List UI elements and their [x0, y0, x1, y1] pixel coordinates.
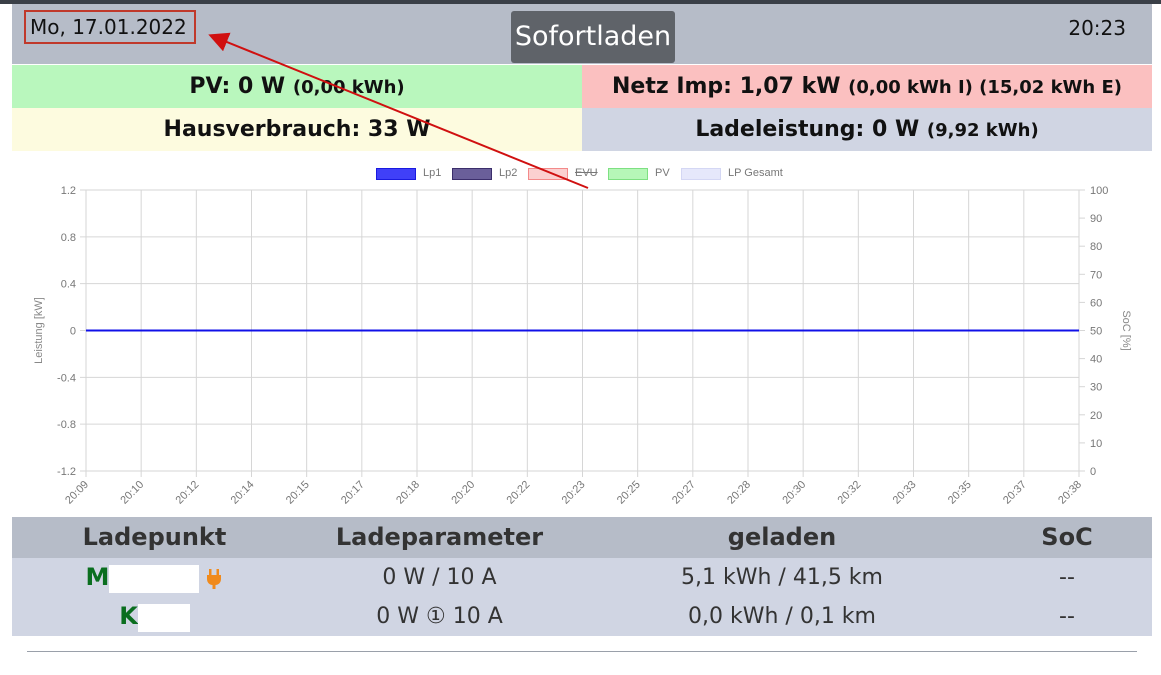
legend-label-evu: EVU [575, 167, 598, 179]
geladen-cell: 5,1 kWh / 41,5 km [681, 565, 883, 590]
y-tick-label: 0.8 [61, 232, 76, 244]
y2-tick-label: 30 [1090, 382, 1102, 394]
y2-tick-label: 100 [1090, 185, 1108, 197]
header-soc: SoC [1041, 523, 1093, 551]
y-tick-label: 1.2 [61, 185, 76, 197]
hausverbrauch-cell: Hausverbrauch: 33 W [12, 108, 582, 151]
y2-axis-title: SoC [%] [1120, 310, 1132, 350]
date-display: Mo, 17.01.2022 [24, 10, 196, 44]
ladeparameter-cell[interactable]: 0 W / 10 A [382, 565, 497, 590]
x-tick-label: 20:20 [449, 479, 477, 507]
x-tick-label: 20:22 [505, 479, 533, 507]
x-tick-label: 20:30 [780, 479, 808, 507]
x-tick-label: 20:15 [284, 479, 312, 507]
x-tick-label: 20:14 [229, 479, 257, 507]
ladepunkt-table: Ladepunkt Ladeparameter geladen SoC M 0 … [12, 517, 1152, 636]
ladepunkt-name[interactable]: M [85, 563, 110, 591]
x-tick-label: 20:35 [946, 479, 974, 507]
header-ladepunkt: Ladepunkt [82, 523, 227, 551]
legend-label-lp1: Lp1 [423, 167, 442, 179]
geladen-cell: 0,0 kWh / 0,1 km [688, 604, 876, 629]
netz-label: Netz Imp: 1,07 kW [612, 74, 841, 99]
power-chart: 1.20.80.40-0.4-0.8-1.2100908070605040302… [33, 185, 1132, 507]
soc-cell: -- [1059, 604, 1075, 629]
y-tick-label: -0.4 [57, 372, 76, 384]
summary-row-2: Hausverbrauch: 33 W Ladeleistung: 0 W (9… [12, 108, 1152, 151]
legend-swatch-lp2 [452, 168, 492, 180]
ladepunkt-name[interactable]: K [119, 602, 138, 630]
pv-label: PV: 0 W [189, 74, 286, 99]
ladeleistung-label: Ladeleistung: 0 W [695, 117, 920, 142]
x-tick-label: 20:09 [63, 479, 91, 507]
legend-swatch-evu [528, 168, 568, 180]
legend-swatch-pv [608, 168, 648, 180]
ladeparameter-cell[interactable]: 0 W ① 10 A [376, 604, 503, 629]
x-tick-label: 20:27 [670, 479, 698, 507]
table-row[interactable]: K 0 W ① 10 A 0,0 kWh / 0,1 km -- [12, 597, 1152, 636]
pv-cell: PV: 0 W (0,00 kWh) [12, 65, 582, 108]
y2-tick-label: 10 [1090, 438, 1102, 450]
ladepunkt-name-cell[interactable]: K [12, 597, 297, 636]
y2-tick-label: 70 [1090, 269, 1102, 281]
ladeleistung-detail: (9,92 kWh) [926, 120, 1039, 141]
x-tick-label: 20:28 [725, 479, 753, 507]
legend-label-lp2: Lp2 [499, 167, 518, 179]
legend-label-lp-gesamt: LP Gesamt [728, 167, 783, 179]
y2-tick-label: 20 [1090, 410, 1102, 422]
y2-tick-label: 0 [1090, 466, 1096, 478]
y-tick-label: -0.8 [57, 419, 76, 431]
netz-detail: (0,00 kWh I) (15,02 kWh E) [848, 77, 1122, 98]
x-tick-label: 20:17 [339, 479, 367, 507]
header-geladen: geladen [727, 523, 837, 551]
clock-display: 20:23 [1068, 16, 1126, 40]
sofortladen-button[interactable]: Sofortladen [511, 11, 675, 63]
legend-swatch-lp1 [376, 168, 416, 180]
y-tick-label: -1.2 [57, 466, 76, 478]
x-tick-label: 20:23 [560, 479, 588, 507]
y2-tick-label: 50 [1090, 326, 1102, 338]
netz-cell: Netz Imp: 1,07 kW (0,00 kWh I) (15,02 kW… [582, 65, 1152, 108]
x-tick-label: 20:12 [174, 479, 202, 507]
soc-cell: -- [1059, 565, 1075, 590]
legend-swatch-lp-gesamt [681, 168, 721, 180]
plug-icon [207, 569, 222, 589]
hausverbrauch-label: Hausverbrauch: 33 W [163, 117, 431, 142]
legend-label-pv: PV [655, 167, 670, 179]
ladeleistung-cell: Ladeleistung: 0 W (9,92 kWh) [582, 108, 1152, 151]
footer-divider [27, 651, 1137, 652]
header-ladeparameter: Ladeparameter [335, 523, 544, 551]
y2-tick-label: 60 [1090, 297, 1102, 309]
y-tick-label: 0 [70, 326, 76, 338]
y2-tick-label: 80 [1090, 241, 1102, 253]
summary-row-1: PV: 0 W (0,00 kWh) Netz Imp: 1,07 kW (0,… [12, 65, 1152, 108]
y2-tick-label: 40 [1090, 354, 1102, 366]
table-row[interactable]: M 0 W / 10 A 5,1 kWh / 41,5 km -- [12, 558, 1152, 597]
y2-tick-label: 90 [1090, 213, 1102, 225]
ladepunkt-name-cell[interactable]: M [12, 558, 297, 597]
x-tick-label: 20:18 [394, 479, 422, 507]
top-strip [0, 0, 1161, 4]
y-axis-title: Leistung [kW] [33, 297, 45, 364]
header-bar: Mo, 17.01.2022 Sofortladen 20:23 [12, 4, 1152, 64]
redacted-name [137, 604, 190, 632]
table-header: Ladepunkt Ladeparameter geladen SoC [12, 517, 1152, 558]
x-tick-label: 20:10 [118, 479, 146, 507]
x-tick-label: 20:32 [836, 479, 864, 507]
redacted-name [109, 565, 200, 593]
x-tick-label: 20:33 [891, 479, 919, 507]
y-tick-label: 0.4 [61, 279, 76, 291]
x-tick-label: 20:25 [615, 479, 643, 507]
pv-detail: (0,00 kWh) [292, 77, 405, 98]
x-tick-label: 20:37 [1001, 479, 1029, 507]
x-tick-label: 20:38 [1056, 479, 1084, 507]
